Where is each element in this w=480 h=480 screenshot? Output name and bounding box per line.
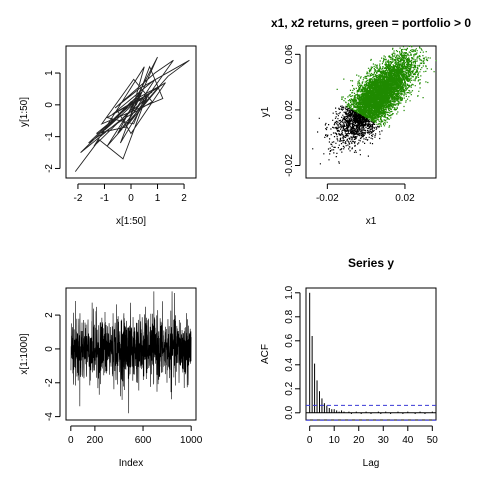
y-tick-label: 0.4 (284, 357, 295, 371)
y-axis-label: y[1:50] (19, 97, 30, 127)
x-axis-label: x[1:50] (116, 216, 146, 227)
y-tick-label: 1.0 (284, 285, 295, 299)
y-axis: -4 -2 0 2 (44, 312, 61, 421)
y-tick-label: -1 (44, 132, 55, 141)
y-axis-label: y1 (260, 106, 271, 117)
acf-bars (306, 292, 436, 421)
x-tick-label: 30 (378, 435, 390, 446)
x-tick-label: 0.02 (395, 193, 415, 204)
y-tick-label: 0.0 (284, 405, 295, 419)
series-line (74, 56, 190, 172)
x-tick-label: 20 (353, 435, 365, 446)
plot-box (65, 45, 197, 179)
y-tick-label: -4 (44, 412, 55, 421)
plot-box (65, 287, 197, 421)
x-tick-label: 2 (181, 193, 187, 204)
x-tick-label: -0.02 (316, 193, 339, 204)
y-tick-label: -2 (44, 378, 55, 387)
y-tick-label: 0.02 (284, 100, 295, 120)
y-tick-label: 2 (44, 312, 55, 318)
x-axis-label: Lag (363, 458, 380, 469)
scatter-points-positive (336, 45, 437, 128)
y-tick-label: -0.02 (284, 154, 295, 177)
series-line (70, 291, 192, 414)
y-tick-label: -2 (44, 164, 55, 173)
y-tick-label: 0 (44, 346, 55, 352)
y-axis: -0.02 0.02 0.06 (284, 44, 301, 177)
x-tick-label: 600 (135, 435, 152, 446)
y-tick-label: 0 (44, 102, 55, 108)
x-axis-label: x1 (366, 216, 377, 227)
x-tick-label: 200 (87, 435, 104, 446)
y-tick-label: 1 (44, 70, 55, 76)
y-tick-label: 0.8 (284, 309, 295, 323)
x-tick-label: 0 (307, 435, 313, 446)
x-axis: 0 10 20 30 40 50 (307, 425, 439, 446)
line-series (70, 291, 192, 414)
chart-title: x1, x2 returns, green = portfolio > 0 (271, 16, 471, 30)
chart-title: Series y (348, 256, 394, 270)
y-tick-label: 0.6 (284, 333, 295, 347)
y-axis-label: ACF (260, 344, 271, 364)
line-series (74, 56, 190, 172)
x-tick-label: 10 (329, 435, 341, 446)
x-axis: -2 -1 0 1 2 (73, 183, 187, 204)
scatter-points-negative (312, 105, 383, 165)
x-tick-label: -1 (100, 193, 109, 204)
plot-box (305, 287, 437, 421)
panel-4: Series y 0 10 20 30 40 50 0.00.20.40.60.81.0 … (260, 256, 438, 469)
panel-2: x1, x2 returns, green = portfolio > 0 -0… (260, 16, 471, 227)
x-tick-label: 1 (155, 193, 161, 204)
panel-3: 0 200 600 1000 -4 -2 0 2 Index x[1:1000] (19, 287, 203, 469)
plot-box (305, 45, 437, 179)
x-tick-label: 0 (128, 193, 134, 204)
x-axis: 0 200 600 1000 (68, 425, 203, 446)
x-axis-label: Index (119, 458, 143, 469)
panel-1: -2 -1 0 1 2 -2 -1 0 1 x[1:50] y[1:50] (19, 45, 197, 227)
y-axis: -2 -1 0 1 (44, 70, 61, 173)
y-tick-label: 0.06 (284, 44, 295, 64)
x-tick-label: -2 (73, 193, 82, 204)
x-tick-label: 40 (402, 435, 414, 446)
scatter-points (312, 45, 437, 165)
x-tick-label: 1000 (180, 435, 203, 446)
y-axis-label: x[1:1000] (19, 333, 30, 374)
y-axis: 0.0 0.2 0.4 0.6 0.8 1.0 (284, 285, 301, 420)
x-tick-label: 50 (427, 435, 439, 446)
x-axis: -0.02 0.02 (316, 183, 415, 204)
x-tick-label: 0 (68, 435, 74, 446)
y-tick-label: 0.2 (284, 381, 295, 395)
